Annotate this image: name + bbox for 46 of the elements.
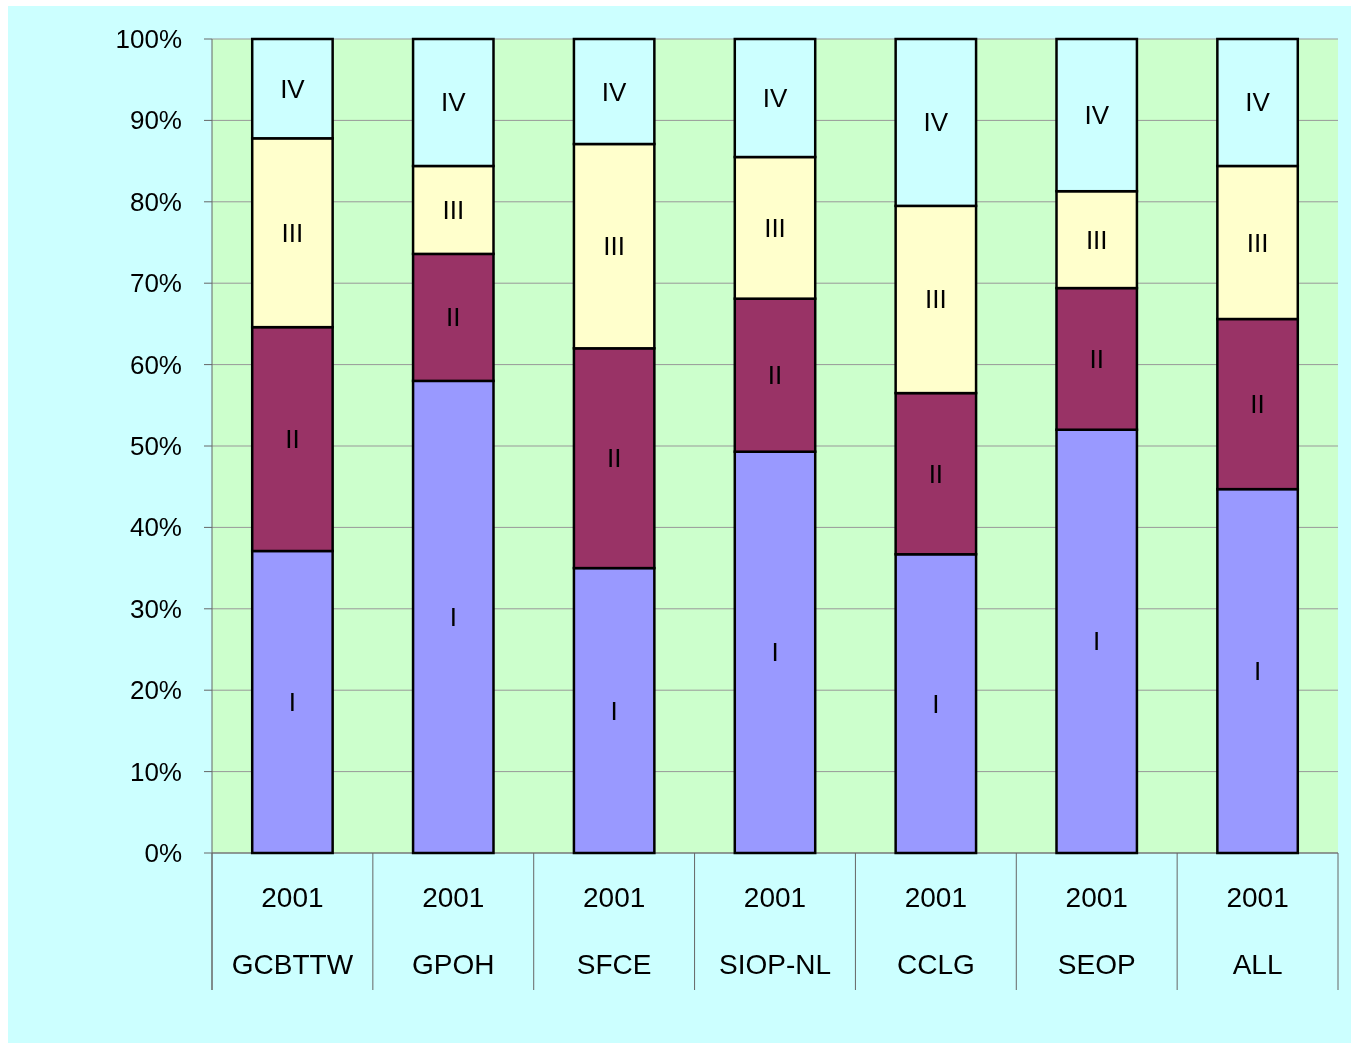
y-tick-label: 90% <box>129 105 182 136</box>
text: IV <box>441 87 466 118</box>
category-label: 2001 GPOH <box>412 882 495 980</box>
text: II <box>606 443 622 474</box>
text: III <box>603 231 625 262</box>
y-tick-label: 10% <box>129 756 182 787</box>
text: IV <box>923 107 949 138</box>
category-label: 2001 SEOP <box>1057 882 1136 980</box>
text: IV <box>601 76 627 107</box>
text: II <box>1089 343 1104 374</box>
series-label: IV <box>280 73 306 104</box>
y-tick-label: 50% <box>129 431 182 461</box>
series-label: III <box>442 194 465 225</box>
text: II <box>1250 389 1265 420</box>
category-label: 2001 SFCE <box>576 882 652 980</box>
text: III <box>764 212 786 243</box>
series-label: II <box>285 424 300 455</box>
y-tick-label: 40% <box>129 512 182 543</box>
text: I <box>1093 626 1101 657</box>
y-tick-label: 60% <box>129 349 182 380</box>
text: II <box>928 458 944 489</box>
text: III <box>1246 227 1269 258</box>
category-label: 2001 ALL <box>1226 882 1289 980</box>
text: IV <box>1084 100 1109 131</box>
series-label: I <box>288 687 297 717</box>
text: II <box>446 302 461 333</box>
y-tick-label: 100% <box>115 24 182 54</box>
y-tick-label: 30% <box>129 593 182 624</box>
text: IV <box>1245 87 1270 118</box>
text: I <box>1253 656 1262 687</box>
text: I <box>449 601 457 632</box>
text: I <box>771 637 779 668</box>
text: I <box>932 688 940 719</box>
text: IV <box>762 83 788 114</box>
text: III <box>925 284 947 315</box>
y-tick-label: 70% <box>129 268 182 299</box>
text: III <box>281 217 304 248</box>
category-label: 2001 CCLG <box>896 882 975 980</box>
y-tick-label: 20% <box>129 675 182 706</box>
y-tick-label: 0% <box>144 838 182 868</box>
text: I <box>610 695 618 726</box>
text: II <box>767 360 783 391</box>
y-tick-label: 80% <box>129 186 182 217</box>
text: III <box>1085 224 1108 255</box>
category-label: 2001 GCBTTW <box>231 882 354 980</box>
category-label: 2001 SIOP-NL <box>718 882 832 980</box>
